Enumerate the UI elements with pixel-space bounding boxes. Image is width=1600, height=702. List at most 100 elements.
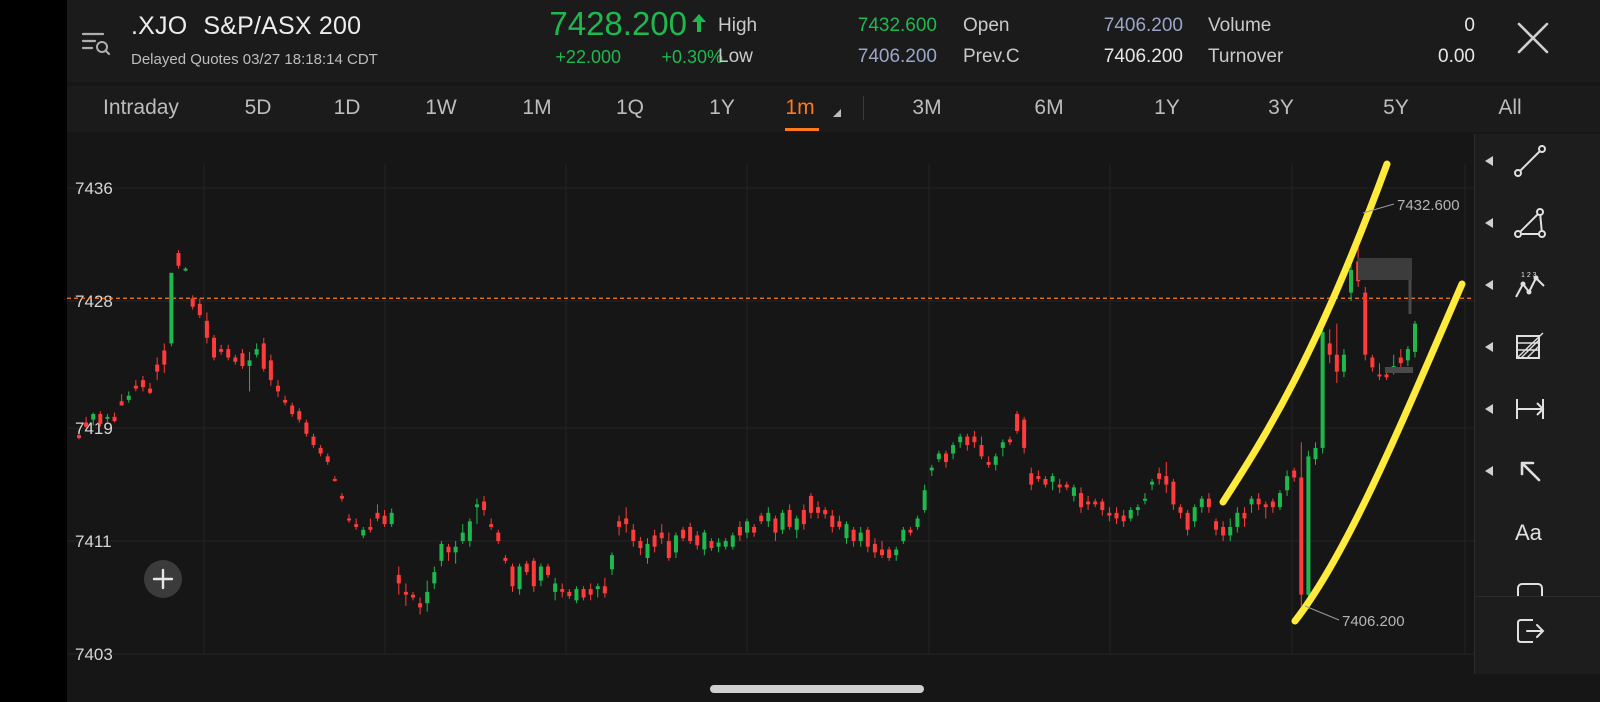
candle: [261, 337, 266, 372]
symbol-title: .XJO S&P/ASX 200: [131, 12, 377, 41]
candle-body: [389, 512, 394, 525]
candle-body: [396, 574, 401, 584]
candle-body: [503, 558, 508, 561]
add-indicator-button[interactable]: [144, 560, 182, 598]
candle: [1022, 416, 1027, 454]
candle: [602, 577, 607, 598]
candle-body: [922, 490, 927, 510]
candle-body: [816, 507, 821, 513]
candle-body: [489, 524, 494, 527]
tab-5y[interactable]: 5Y: [1383, 96, 1409, 119]
candle-body: [638, 541, 643, 549]
candle: [155, 357, 160, 381]
candle: [318, 445, 323, 457]
menu-search-icon[interactable]: [81, 30, 111, 56]
tab-3m[interactable]: 3M: [912, 96, 942, 119]
candle-body: [631, 529, 636, 542]
tool-fibonacci[interactable]: [1475, 320, 1600, 376]
candle-body: [467, 521, 472, 542]
candle: [638, 536, 643, 556]
tab-1w[interactable]: 1W: [425, 96, 457, 119]
candle-body: [219, 349, 224, 352]
candle: [1057, 478, 1062, 494]
tool-measure[interactable]: [1475, 382, 1600, 438]
candle: [737, 521, 742, 542]
candle: [872, 538, 877, 558]
candle-body: [745, 521, 749, 533]
candle-body: [261, 343, 266, 369]
candle: [105, 414, 110, 423]
candle-body: [1150, 481, 1155, 485]
candle: [1142, 493, 1147, 505]
home-indicator[interactable]: [710, 685, 924, 693]
candle-body: [1370, 357, 1375, 368]
candle-body: [958, 436, 963, 443]
tab-all[interactable]: All: [1498, 96, 1522, 119]
candle-body: [844, 524, 849, 539]
candle: [553, 577, 558, 601]
tab-1q[interactable]: 1Q: [615, 96, 645, 119]
candle: [936, 450, 941, 462]
candle-body: [1142, 498, 1147, 501]
candle-body: [972, 436, 977, 443]
close-icon[interactable]: [1515, 20, 1551, 56]
tab-intraday[interactable]: Intraday: [103, 96, 179, 119]
candle-body: [1043, 478, 1048, 485]
tool-wave-pattern[interactable]: 1 2 3: [1475, 258, 1600, 314]
candlestick-chart[interactable]: 7436 7428 7419 7411 7403 7432.600 7406.200: [67, 134, 1474, 674]
tool-trend-line[interactable]: [1475, 134, 1600, 190]
candle-body: [482, 501, 487, 510]
candle: [275, 380, 280, 398]
candle-body: [1135, 507, 1140, 510]
tab-5d[interactable]: 5D: [244, 96, 272, 119]
tab-1m-minute[interactable]: 1m: [785, 96, 815, 119]
candle-body: [546, 566, 551, 575]
candle-body: [1057, 484, 1062, 488]
candle: [730, 532, 735, 550]
candle-body: [986, 462, 991, 465]
tab-1y[interactable]: 1Y: [709, 96, 735, 119]
candle: [929, 464, 934, 477]
candle-body: [787, 510, 792, 527]
candle: [1263, 501, 1268, 519]
candle-body: [865, 529, 870, 547]
candle: [645, 538, 650, 564]
tab-1d[interactable]: 1D: [333, 96, 361, 119]
candle: [631, 524, 636, 547]
candle-body: [1171, 481, 1176, 505]
tab-3y[interactable]: 3Y: [1268, 96, 1294, 119]
candle: [1050, 473, 1055, 491]
candle-body: [823, 510, 828, 515]
candle-body: [965, 436, 970, 446]
candle: [830, 510, 835, 533]
candle: [773, 515, 778, 542]
svg-text:1 2 3: 1 2 3: [1521, 272, 1537, 279]
candle: [1150, 478, 1155, 491]
candle-body: [1313, 447, 1318, 460]
candle-body: [887, 549, 892, 558]
tab-6m[interactable]: 6M: [1034, 96, 1064, 119]
candle-body: [1242, 512, 1247, 519]
candle: [908, 526, 913, 536]
candle: [887, 546, 892, 561]
candle-body: [1214, 521, 1219, 530]
candle-body: [361, 529, 366, 536]
candle-body: [1249, 498, 1254, 505]
candle-body: [425, 591, 430, 604]
candle: [375, 504, 380, 522]
candle-body: [1270, 501, 1275, 508]
candle: [418, 597, 423, 615]
tool-arrow[interactable]: [1475, 444, 1600, 500]
candle: [673, 532, 678, 558]
tool-exit-drawing[interactable]: [1475, 604, 1600, 660]
tool-triangle[interactable]: [1475, 196, 1600, 252]
dropdown-caret-icon[interactable]: [832, 108, 842, 118]
tool-rectangle[interactable]: [1475, 570, 1600, 596]
tab-1y-range[interactable]: 1Y: [1154, 96, 1180, 119]
tool-text[interactable]: Aa: [1475, 506, 1600, 562]
prev-close-value: 7406.200: [1103, 46, 1183, 67]
tab-1m-day[interactable]: 1M: [522, 96, 552, 119]
candle: [1228, 518, 1233, 542]
candle: [1043, 476, 1048, 488]
